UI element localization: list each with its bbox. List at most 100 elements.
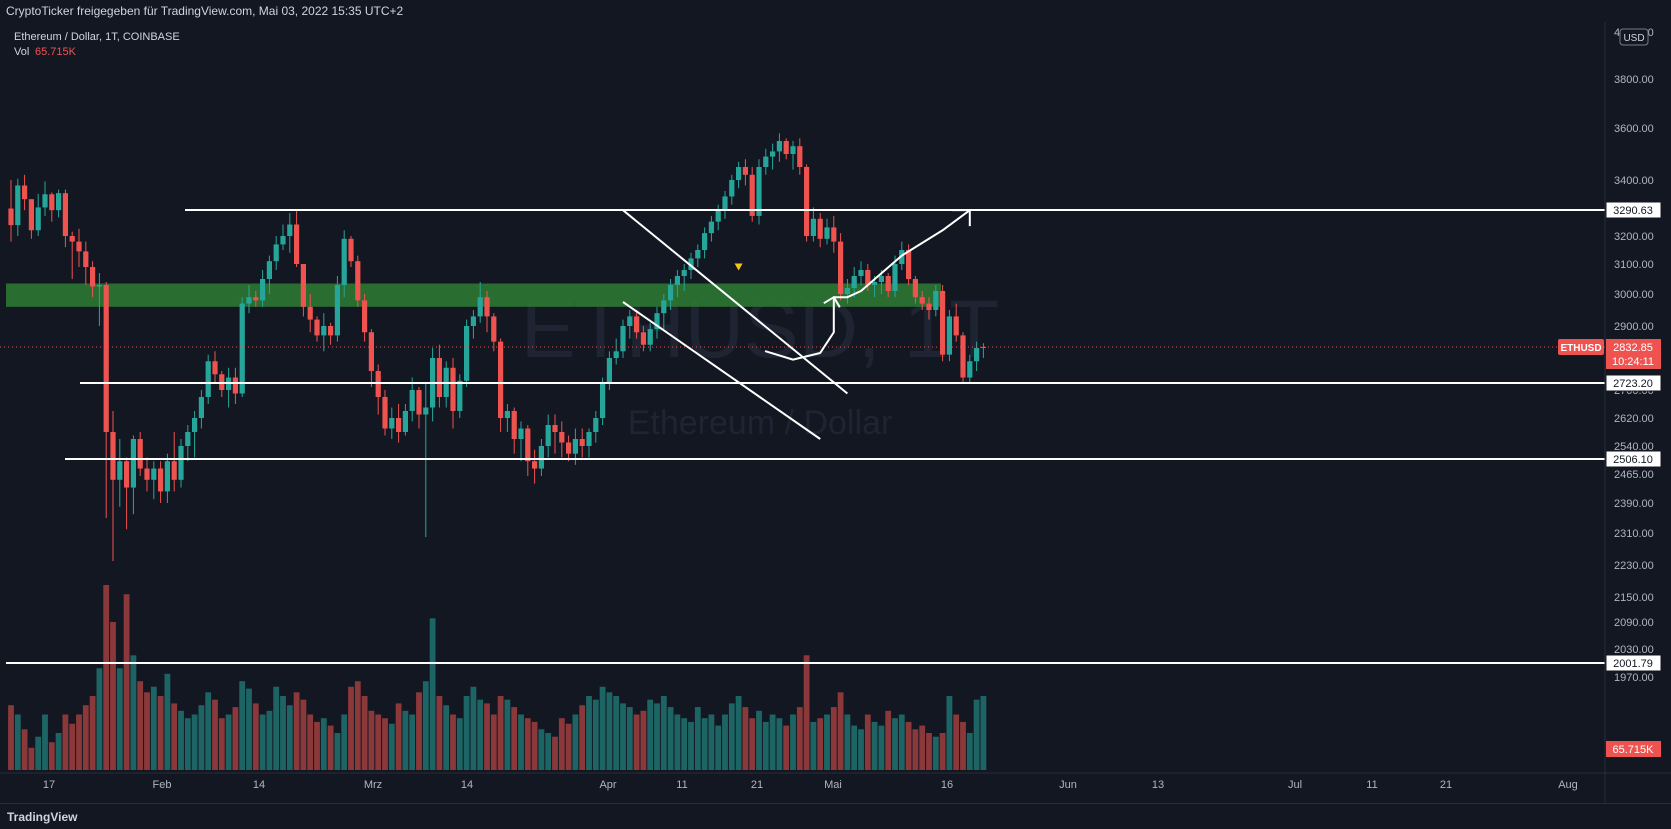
candle [232, 367, 238, 404]
candle-body [593, 418, 599, 432]
candle [940, 285, 946, 362]
candle-body [538, 446, 544, 469]
candle [749, 167, 755, 222]
candle [341, 230, 347, 298]
volume-bar [599, 686, 606, 770]
candle-body [416, 390, 422, 415]
candle [477, 282, 483, 323]
watermark-name: Ethereum / Dollar [628, 404, 893, 442]
candle-body [49, 194, 55, 211]
candle-body [518, 428, 524, 439]
volume-bar [273, 686, 280, 770]
candle [96, 273, 102, 326]
candle-body [232, 377, 238, 394]
volume-bar [660, 696, 667, 770]
level-price-text: 2506.10 [1613, 454, 1653, 466]
candle-body [831, 227, 837, 242]
volume-bar [579, 705, 586, 770]
candle [56, 189, 62, 218]
symbol-tag-text: ETHUSD [1560, 343, 1601, 354]
candle [695, 244, 701, 267]
volume-bar [633, 714, 640, 770]
volume-bar [960, 721, 966, 770]
volume-bar [212, 699, 218, 770]
volume-bar [606, 692, 613, 770]
volume-bar [885, 710, 892, 770]
candle-body [559, 432, 565, 443]
candle [362, 294, 368, 342]
candle-body [90, 267, 96, 287]
time-tick-label: 21 [751, 779, 763, 791]
candle-body [409, 390, 415, 411]
candle-body [15, 185, 21, 226]
candle [212, 351, 218, 384]
candle [538, 439, 544, 476]
candle [348, 236, 354, 267]
volume-bar [409, 714, 416, 770]
candle [953, 303, 959, 342]
candle-body [634, 316, 640, 333]
candle-body [695, 250, 701, 259]
volume-bar [286, 705, 293, 770]
volume-bar [144, 692, 150, 770]
volume-bar [871, 721, 878, 770]
publish-info: CryptoTicker freigegeben für TradingView… [6, 4, 404, 18]
candle-body [368, 332, 374, 372]
candle [634, 310, 640, 339]
volume-bar [626, 707, 633, 770]
level-price-label: 2506.10 [1605, 450, 1662, 468]
volume-bar [375, 714, 382, 770]
volume-bar [456, 718, 463, 770]
currency-button[interactable]: USD [1619, 28, 1649, 46]
candle [729, 174, 735, 205]
volume-bar [654, 703, 660, 770]
currency-button-label[interactable]: USD [1623, 33, 1644, 44]
candle [763, 148, 769, 175]
candle [545, 414, 551, 458]
time-tick-label: 14 [461, 779, 473, 791]
volume-bar [932, 736, 939, 770]
signal-marker [734, 263, 743, 271]
volume-bar [354, 681, 361, 770]
candle [851, 267, 857, 298]
candle [137, 432, 143, 476]
candle-body [402, 411, 408, 432]
candle-body [76, 241, 82, 252]
candle [627, 310, 633, 339]
candle-body [103, 285, 109, 432]
channel-lower-line[interactable] [622, 301, 821, 440]
price-tick-label: 2900.00 [1614, 321, 1654, 333]
candle-body [674, 276, 680, 285]
candle [389, 407, 395, 439]
last-price-tag: ETHUSD 2832.85 10:24:11 [1558, 339, 1661, 369]
candle-body [117, 461, 123, 480]
candle-body [42, 194, 48, 208]
time-tick-label: 11 [676, 779, 687, 791]
volume-bar [558, 718, 565, 770]
candle [368, 329, 374, 387]
time-axis[interactable]: 17 Feb 14 Mrz 14 Apr 11 21 Mai 16 Jun 13 Jul 11 21 Aug [43, 779, 1578, 791]
price-tick-label: 2620.00 [1614, 413, 1654, 425]
currency-button-box[interactable] [1619, 28, 1649, 46]
candle [402, 404, 408, 436]
tradingview-logo[interactable]: TradingView [7, 810, 78, 824]
candle-body [756, 167, 762, 216]
projection-arrow[interactable] [764, 209, 971, 361]
candle [151, 461, 157, 500]
candle-body [355, 261, 361, 301]
volume-bar [926, 733, 932, 770]
price-tick-label: 2310.00 [1614, 528, 1654, 540]
candle-body [110, 432, 116, 480]
candle-body [960, 335, 966, 378]
candle [307, 294, 313, 333]
channel-upper-line[interactable] [622, 209, 849, 395]
volume-bar [436, 696, 443, 770]
candle [933, 285, 939, 317]
candle [885, 273, 891, 298]
time-tick-label: 21 [1440, 779, 1452, 791]
legend-symbol[interactable]: Ethereum / Dollar, 1T, COINBASE [14, 31, 180, 43]
level-price-label: 3290.63 [1605, 201, 1662, 219]
candle [260, 270, 266, 307]
candle-body [498, 341, 504, 418]
